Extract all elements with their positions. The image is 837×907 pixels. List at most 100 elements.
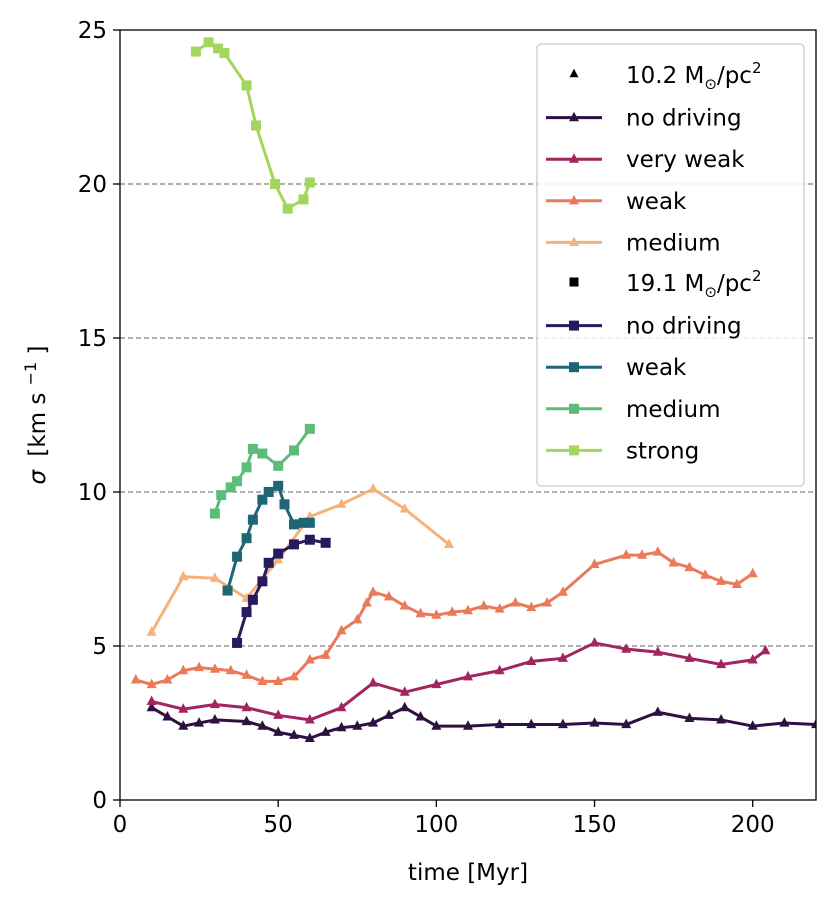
- triangle-marker: [415, 607, 426, 618]
- legend-header-exponent: 2: [752, 267, 762, 285]
- triangle-marker: [569, 68, 579, 78]
- square-marker: [251, 120, 262, 131]
- square-marker: [282, 203, 293, 214]
- triangle-marker: [383, 709, 394, 719]
- triangle-marker: [494, 664, 505, 675]
- y-tick-label: 5: [92, 634, 107, 660]
- legend-header-sun-symbol: ⊙: [704, 75, 717, 93]
- triangle-marker: [368, 586, 379, 596]
- square-marker: [320, 537, 331, 548]
- triangle-marker: [621, 643, 632, 653]
- triangle-marker: [209, 714, 220, 724]
- triangle-marker: [368, 677, 379, 687]
- triangle-marker: [241, 715, 252, 726]
- triangle-marker: [589, 637, 600, 647]
- triangle-marker: [399, 686, 410, 696]
- triangle-marker: [361, 596, 372, 607]
- triangle-marker: [289, 670, 299, 681]
- x-tick-label: 200: [731, 812, 775, 838]
- triangle-marker: [526, 655, 537, 666]
- triangle-marker: [162, 710, 173, 721]
- square-marker: [304, 423, 315, 434]
- square-marker: [263, 557, 274, 568]
- legend-label: strong: [626, 438, 699, 464]
- square-marker: [304, 534, 315, 545]
- y-tick-label: 20: [78, 172, 107, 198]
- legend-group-header: 10.2 M⊙/pc2: [626, 59, 762, 93]
- legend-label: medium: [626, 230, 721, 256]
- triangle-marker: [569, 194, 579, 205]
- triangle-marker: [557, 586, 568, 596]
- x-tick-label: 50: [264, 812, 293, 838]
- series-medium: [146, 483, 455, 636]
- legend-header-exponent: 2: [752, 59, 762, 77]
- series-no-driving: [146, 701, 816, 743]
- square-marker: [213, 43, 224, 54]
- triangle-marker: [304, 714, 315, 724]
- triangle-marker: [494, 603, 505, 613]
- triangle-marker: [431, 678, 442, 689]
- square-marker: [569, 445, 579, 456]
- square-marker: [241, 607, 252, 618]
- series-line: [150, 706, 816, 740]
- triangle-marker: [760, 644, 771, 655]
- triangle-marker: [273, 553, 284, 564]
- square-marker: [241, 533, 252, 544]
- square-marker: [225, 482, 236, 493]
- triangle-marker: [747, 567, 758, 578]
- triangle-marker: [589, 558, 600, 568]
- triangle-marker: [415, 710, 426, 721]
- y-tick-label: 15: [78, 326, 107, 352]
- legend-label: weak: [626, 355, 687, 381]
- triangle-marker: [146, 701, 157, 712]
- triangle-marker: [273, 709, 284, 719]
- legend-header-unit: /pc: [717, 271, 752, 297]
- triangle-marker: [399, 600, 410, 610]
- triangle-marker: [716, 658, 727, 669]
- x-tick-label: 150: [573, 812, 617, 838]
- triangle-marker: [463, 720, 473, 730]
- triangle-marker: [569, 153, 579, 163]
- triangle-marker: [589, 717, 600, 727]
- plot-series: [130, 37, 816, 743]
- series-medium: [209, 423, 315, 519]
- square-marker: [569, 362, 579, 373]
- x-tick-label: 100: [414, 812, 458, 838]
- triangle-marker: [146, 678, 157, 689]
- triangle-marker: [526, 601, 537, 612]
- triangle-marker: [716, 575, 727, 585]
- triangle-marker: [304, 653, 315, 664]
- square-marker: [304, 517, 315, 528]
- series-weak: [222, 480, 315, 596]
- triangle-marker: [569, 236, 579, 247]
- triangle-marker: [289, 729, 299, 739]
- legend-header-mass: 10.2 M: [626, 63, 704, 89]
- triangle-marker: [209, 572, 220, 582]
- triangle-marker: [447, 606, 458, 616]
- triangle-marker: [542, 596, 553, 607]
- square-marker: [270, 179, 281, 189]
- triangle-marker: [194, 661, 205, 672]
- triangle-marker: [257, 720, 268, 730]
- triangle-marker: [336, 721, 347, 732]
- triangle-marker: [652, 546, 663, 556]
- triangle-marker: [273, 726, 284, 736]
- triangle-marker: [225, 664, 236, 675]
- series-very-weak: [146, 637, 771, 724]
- triangle-marker: [383, 590, 394, 601]
- square-marker: [209, 508, 220, 519]
- triangle-marker: [684, 561, 695, 572]
- triangle-marker: [352, 720, 363, 730]
- square-marker: [273, 460, 284, 471]
- triangle-marker: [209, 698, 220, 709]
- triangle-marker: [241, 669, 252, 679]
- triangle-marker: [431, 609, 442, 619]
- square-marker: [298, 517, 309, 528]
- legend-label: very weak: [626, 147, 745, 173]
- triangle-marker: [241, 701, 252, 712]
- triangle-marker: [463, 670, 473, 681]
- legend-group-header: 19.1 M⊙/pc2: [626, 267, 762, 301]
- series-strong: [190, 37, 315, 214]
- triangle-marker: [320, 649, 331, 659]
